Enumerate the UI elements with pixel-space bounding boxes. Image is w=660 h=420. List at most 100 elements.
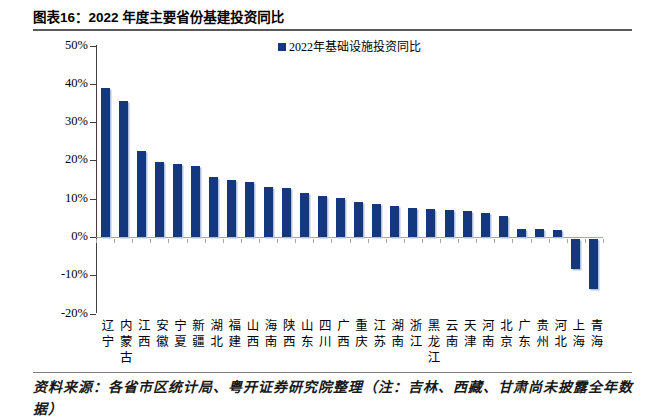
x-category-label: 云南 xyxy=(442,319,461,351)
x-tick xyxy=(150,239,151,243)
x-category-label: 北京 xyxy=(496,319,515,351)
y-tick-label: -20% xyxy=(46,306,88,321)
x-category-label: 重庆 xyxy=(351,319,370,351)
x-tick xyxy=(205,239,206,243)
bar-上海 xyxy=(571,239,580,270)
x-tick xyxy=(512,239,513,243)
bar-福建 xyxy=(227,180,236,237)
bar-河南 xyxy=(481,213,490,237)
x-category-label: 广西 xyxy=(333,319,352,351)
x-tick xyxy=(567,239,568,243)
x-category-label: 河南 xyxy=(478,319,497,351)
x-tick xyxy=(422,239,423,243)
x-tick xyxy=(168,239,169,243)
legend: 2022年基础设施投资同比 xyxy=(96,37,603,55)
x-category-label: 海南 xyxy=(261,319,280,351)
x-category-label: 陕西 xyxy=(279,319,298,351)
x-tick xyxy=(313,239,314,243)
legend-label: 2022年基础设施投资同比 xyxy=(289,40,421,54)
bar-宁夏 xyxy=(173,164,182,237)
x-category-label: 宁夏 xyxy=(170,319,189,351)
x-tick xyxy=(350,239,351,243)
x-tick xyxy=(549,239,550,243)
bar-新疆 xyxy=(191,166,200,237)
x-category-label: 辽宁 xyxy=(98,319,117,351)
x-category-label: 福建 xyxy=(224,319,243,351)
source-note: 资料来源：各省市区统计局、粤开证券研究院整理（注：吉林、西藏、甘肃尚未披露全年数… xyxy=(33,377,638,420)
x-category-label: 江苏 xyxy=(369,319,388,351)
bar-山东 xyxy=(300,193,309,237)
y-tick-label: 0% xyxy=(46,229,88,244)
bar-重庆 xyxy=(354,202,363,237)
y-axis-line xyxy=(96,45,97,313)
x-category-label: 青海 xyxy=(586,319,605,351)
x-category-label: 安徽 xyxy=(152,319,171,351)
x-category-label: 河北 xyxy=(550,319,569,351)
x-category-label: 黑龙江 xyxy=(423,319,442,367)
x-category-label: 山西 xyxy=(242,319,261,351)
x-category-label: 湖南 xyxy=(387,319,406,351)
x-tick xyxy=(476,239,477,243)
bar-陕西 xyxy=(282,188,291,237)
x-tick xyxy=(404,239,405,243)
bar-天津 xyxy=(463,211,472,237)
y-tick xyxy=(90,275,96,276)
y-tick xyxy=(90,160,96,161)
bar-北京 xyxy=(499,216,508,237)
x-tick xyxy=(440,239,441,243)
x-tick xyxy=(241,239,242,243)
x-tick xyxy=(259,239,260,243)
x-category-label: 四川 xyxy=(315,319,334,351)
bar-浙江 xyxy=(408,208,417,237)
x-category-label: 山东 xyxy=(297,319,316,351)
x-category-label: 贵州 xyxy=(532,319,551,351)
y-tick xyxy=(90,122,96,123)
x-tick xyxy=(132,239,133,243)
bar-贵州 xyxy=(535,229,544,237)
x-tick xyxy=(277,239,278,243)
y-tick xyxy=(90,84,96,85)
y-tick-label: 40% xyxy=(46,76,88,91)
bar-黑龙江 xyxy=(426,209,435,237)
y-tick xyxy=(90,46,96,47)
x-category-label: 天津 xyxy=(460,319,479,351)
x-category-label: 浙江 xyxy=(405,319,424,351)
bar-江苏 xyxy=(372,204,381,237)
x-category-label: 江西 xyxy=(134,319,153,351)
bar-广东 xyxy=(517,229,526,237)
bar-江西 xyxy=(137,151,146,237)
x-category-label: 湖北 xyxy=(206,319,225,351)
x-category-label: 内蒙古 xyxy=(116,319,135,367)
bar-山西 xyxy=(245,182,254,237)
bar-安徽 xyxy=(155,162,164,237)
x-tick xyxy=(531,239,532,243)
y-tick-label: 10% xyxy=(46,191,88,206)
bar-湖南 xyxy=(390,206,399,237)
bar-青海 xyxy=(589,239,598,290)
footer-divider xyxy=(33,372,632,373)
chart-title: 图表16：2022 年度主要省份基建投资同比 xyxy=(33,6,284,26)
x-tick xyxy=(585,239,586,243)
x-tick xyxy=(114,239,115,243)
x-tick xyxy=(187,239,188,243)
x-tick xyxy=(603,239,604,243)
x-category-label: 新疆 xyxy=(188,319,207,351)
y-tick-label: 20% xyxy=(46,152,88,167)
y-tick xyxy=(90,199,96,200)
title-divider xyxy=(33,29,632,31)
bar-辽宁 xyxy=(101,88,110,237)
bar-云南 xyxy=(445,210,454,237)
y-tick-label: -10% xyxy=(46,267,88,282)
bar-海南 xyxy=(264,187,273,237)
y-tick xyxy=(90,314,96,315)
bar-广西 xyxy=(336,198,345,237)
bar-河北 xyxy=(553,230,562,237)
x-tick xyxy=(331,239,332,243)
x-tick xyxy=(458,239,459,243)
x-tick xyxy=(223,239,224,243)
bar-湖北 xyxy=(209,177,218,237)
x-category-label: 广东 xyxy=(514,319,533,351)
x-category-label: 上海 xyxy=(568,319,587,351)
x-tick xyxy=(96,239,97,243)
y-tick-label: 50% xyxy=(46,38,88,53)
